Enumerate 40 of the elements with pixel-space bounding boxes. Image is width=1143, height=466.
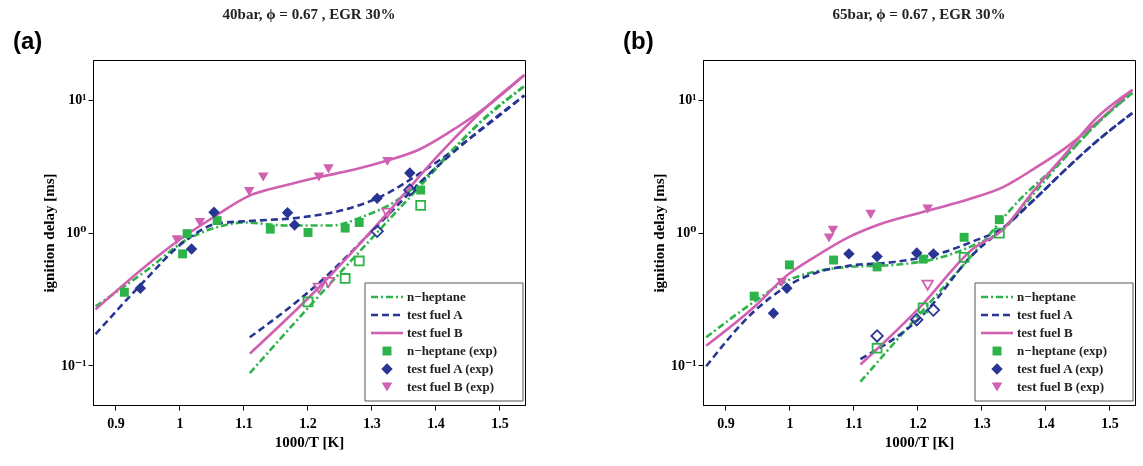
x-tick-label: 1.5 [491, 415, 509, 431]
x-tick-label: 1.5 [1101, 415, 1119, 431]
legend-label: n−heptane (exp) [407, 343, 498, 358]
x-tick-label: 1.4 [1037, 415, 1055, 431]
y-tick-label: 10⁰ [676, 225, 697, 240]
x-tick-label: 1.4 [427, 415, 445, 431]
x-tick-label: 1 [176, 415, 184, 431]
x-tick-label: 1 [786, 415, 794, 431]
x-tick-label: 1.2 [299, 415, 317, 431]
y-axis-title: ignition delay [ms] [40, 173, 57, 293]
y-tick-label: 10⁻¹ [670, 357, 697, 373]
x-tick-label: 1.1 [235, 415, 253, 431]
legend-label: test fuel A [407, 307, 464, 322]
legend-label: test fuel A (exp) [407, 361, 494, 376]
x-tick-label: 0.9 [717, 415, 735, 431]
x-tick-label: 0.9 [107, 415, 125, 431]
chart-title: 40bar, ϕ = 0.67 , EGR 30% [222, 6, 396, 22]
legend-label: n−heptane [407, 289, 466, 304]
y-tick-label: 10⁰ [66, 225, 87, 240]
text: (b) [623, 27, 654, 54]
legend-label: test fuel B (exp) [407, 379, 495, 394]
y-tick-label: 10⁻¹ [60, 357, 87, 373]
x-axis-title: 1000/T [K] [274, 433, 345, 450]
text: (a) [13, 27, 43, 54]
x-tick-label: 1.2 [909, 415, 927, 431]
legend-label: n−heptane [1017, 289, 1076, 304]
x-tick-label: 1.3 [973, 415, 991, 431]
legend-label: test fuel A (exp) [1017, 361, 1104, 376]
legend-label: test fuel B [1017, 325, 1073, 340]
x-axis-title: 1000/T [K] [884, 433, 955, 450]
y-tick-label: 10¹ [678, 92, 697, 108]
legend-label: n−heptane (exp) [1017, 343, 1108, 358]
legend-label: test fuel B (exp) [1017, 379, 1105, 394]
y-tick-label: 10¹ [68, 92, 87, 108]
x-tick-label: 1.3 [363, 415, 381, 431]
chart-title: 65bar, ϕ = 0.67 , EGR 30% [832, 6, 1006, 22]
y-axis-title: ignition delay [ms] [650, 173, 667, 293]
legend-label: test fuel B [407, 325, 463, 340]
x-tick-label: 1.1 [845, 415, 863, 431]
legend-label: test fuel A [1017, 307, 1074, 322]
